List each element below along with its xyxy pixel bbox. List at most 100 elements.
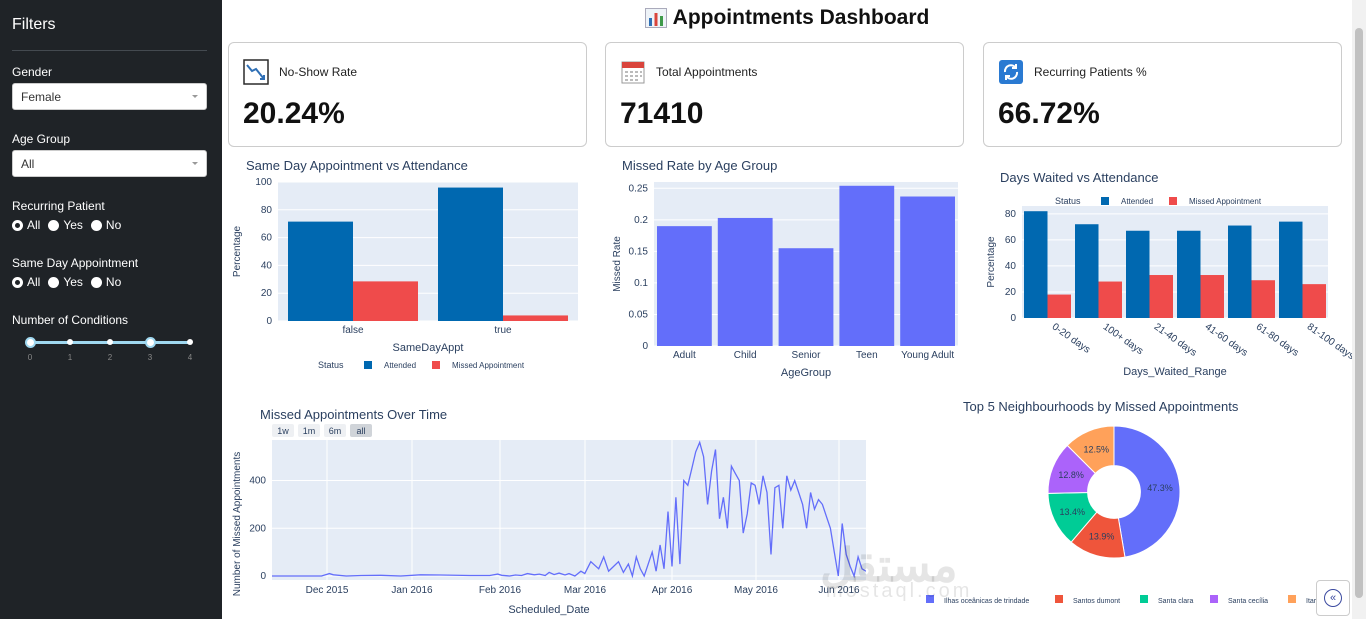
- x-axis-title: Days_Waited_Range: [1123, 366, 1227, 378]
- y-tick-label: 400: [249, 476, 266, 487]
- chart-title: Top 5 Neighbourhoods by Missed Appointme…: [963, 399, 1239, 414]
- page-title: Appointments Dashboard: [222, 6, 1352, 30]
- slider-stop: [107, 339, 113, 345]
- bar: [1075, 224, 1099, 318]
- range-button-1m[interactable]: 1m: [298, 424, 320, 437]
- legend-swatch: [1140, 595, 1148, 603]
- legend-label: Ilhas oceânicas de trindade: [944, 598, 1029, 605]
- kpi-value: 71410: [620, 97, 704, 130]
- pie-slice: [1113, 425, 1181, 558]
- chart-days-waited[interactable]: Days Waited vs Attendance 0 20 40 60 80 0-20 d…: [982, 160, 1352, 385]
- radio-dot: [90, 276, 102, 288]
- x-axis-title: Scheduled_Date: [508, 604, 589, 616]
- pie-slice: [1066, 425, 1115, 475]
- bar: [778, 248, 834, 346]
- y-tick-label: 200: [249, 523, 266, 534]
- recurring-radio-yes[interactable]: Yes: [48, 218, 83, 232]
- x-tick-label: Dec 2015: [306, 585, 349, 596]
- slider-tick: 1: [67, 353, 73, 362]
- legend-swatch-attended: [1101, 197, 1109, 205]
- radio-dot: [48, 219, 60, 231]
- bar: [717, 217, 773, 346]
- slider-stop: [187, 339, 193, 345]
- collapse-sidebar-button[interactable]: «: [1316, 580, 1350, 616]
- y-tick-label: 20: [1005, 287, 1017, 298]
- recurring-label: Recurring Patient: [12, 199, 105, 213]
- dashboard-main: Appointments Dashboard No-Show Rate 20.2…: [222, 0, 1352, 619]
- radio-dot: [12, 219, 23, 231]
- legend-label-attended: Attended: [384, 361, 416, 370]
- scrollbar-thumb[interactable]: [1355, 28, 1363, 598]
- legend-label: Santos dumont: [1073, 598, 1120, 605]
- refresh-icon: [998, 59, 1024, 85]
- bar: [657, 226, 712, 346]
- chart-missed-over-time[interactable]: Missed Appointments Over Time 1w 1m 6m all 0 2…: [226, 400, 866, 619]
- recurring-radio-all[interactable]: All: [12, 218, 40, 232]
- x-tick-label: Senior: [792, 350, 822, 361]
- kpi-title: Recurring Patients %: [1034, 65, 1147, 79]
- chart-same-day-attendance[interactable]: Same Day Appointment vs Attendance 0 20 40 6…: [226, 150, 586, 380]
- y-tick-label: 0: [266, 316, 272, 327]
- trend-down-icon: [243, 59, 269, 85]
- kpi-value: 20.24%: [243, 97, 345, 130]
- range-button-bg: [324, 424, 346, 437]
- y-axis-title: Percentage: [986, 236, 997, 288]
- slider-handle-max[interactable]: [145, 337, 156, 348]
- chevron-down-icon: [192, 95, 198, 98]
- radio-label: All: [27, 218, 41, 232]
- chart-title: Missed Rate by Age Group: [622, 158, 777, 173]
- y-tick-label: 20: [261, 288, 273, 299]
- kpi-title: Total Appointments: [656, 65, 758, 79]
- sidebar-divider: [12, 50, 207, 51]
- range-button-1w[interactable]: 1w: [272, 424, 294, 437]
- conditions-range-slider[interactable]: 0 1 2 3 4: [25, 331, 193, 362]
- y-tick-label: 0.05: [629, 309, 649, 320]
- bar: [353, 281, 418, 321]
- legend-label: Itarar: [1306, 598, 1323, 605]
- gender-dropdown[interactable]: Female: [12, 83, 207, 110]
- y-tick-label: 80: [1005, 209, 1017, 220]
- bar: [1228, 225, 1252, 318]
- legend-title: Status: [318, 360, 344, 370]
- sidebar-title: Filters: [12, 16, 56, 33]
- slice-label: 12.8%: [1058, 470, 1084, 480]
- same-day-radio-no[interactable]: No: [90, 275, 121, 289]
- bar: [1098, 281, 1122, 318]
- x-tick-label: 21-40 days: [1152, 321, 1199, 358]
- chart-top-neighbourhoods[interactable]: Top 5 Neighbourhoods by Missed Appointme…: [912, 392, 1342, 619]
- x-tick-label: 61-80 days: [1254, 321, 1301, 358]
- same-day-radio-all[interactable]: All: [12, 275, 40, 289]
- y-tick-label: 80: [261, 205, 273, 216]
- slider-tick: 4: [187, 353, 193, 362]
- conditions-label: Number of Conditions: [12, 313, 129, 327]
- radio-label: Yes: [63, 218, 83, 232]
- recurring-radio-no[interactable]: No: [90, 218, 122, 232]
- legend-swatch-missed: [432, 361, 440, 369]
- bar: [1200, 275, 1224, 318]
- slider-handle-min[interactable]: [25, 337, 36, 348]
- legend-label-missed: Missed Appointment: [1189, 197, 1262, 206]
- age-group-dropdown[interactable]: All: [12, 150, 207, 177]
- slice-label: 47.3%: [1147, 483, 1173, 493]
- plot-area: [272, 440, 866, 580]
- same-day-radio-yes[interactable]: Yes: [48, 275, 83, 289]
- x-tick-label: false: [342, 325, 364, 336]
- range-button-6m[interactable]: 6m: [324, 424, 346, 437]
- x-tick-label: 81-100 days: [1305, 321, 1352, 362]
- x-tick-label: Child: [734, 350, 757, 361]
- range-button-all[interactable]: all: [350, 424, 372, 437]
- bar: [1024, 211, 1048, 318]
- radio-label: No: [105, 218, 122, 232]
- slider-tick: 2: [107, 353, 113, 362]
- legend-label-missed: Missed Appointment: [452, 361, 525, 370]
- y-tick-label: 40: [1005, 261, 1017, 272]
- chart-missed-rate-age[interactable]: Missed Rate by Age Group 0 0.05 0.1 0.15 0.2 0…: [606, 150, 966, 380]
- x-tick-label: 41-60 days: [1203, 321, 1250, 358]
- radio-dot: [90, 219, 102, 231]
- x-axis-title: AgeGroup: [781, 367, 831, 379]
- same-day-radio-group: All Yes No: [12, 275, 210, 289]
- bar: [900, 196, 955, 346]
- page-scrollbar[interactable]: [1352, 0, 1366, 619]
- range-button-bg: [298, 424, 320, 437]
- y-tick-label: 60: [1005, 235, 1017, 246]
